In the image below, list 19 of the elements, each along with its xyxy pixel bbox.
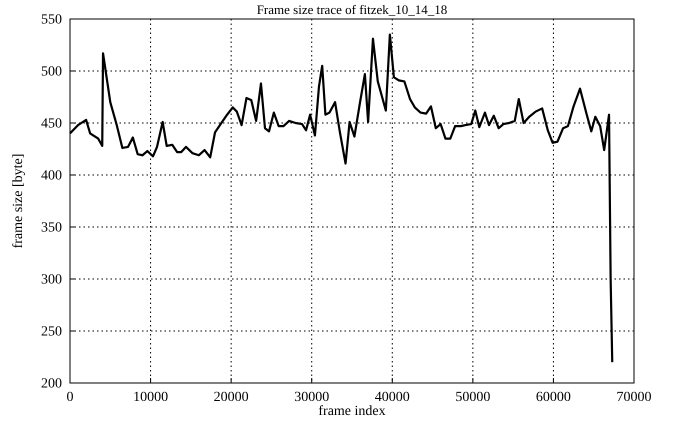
y-tick-label: 250 [41, 324, 62, 340]
x-tick-label: 0 [66, 390, 74, 405]
x-axis-title: frame index [318, 404, 386, 419]
x-tick-label: 70000 [616, 390, 652, 405]
x-tick-label: 30000 [294, 390, 330, 405]
y-tick-label: 450 [41, 116, 62, 132]
x-tick-label: 10000 [133, 390, 168, 405]
x-tick-label: 60000 [536, 390, 571, 405]
y-tick-label: 500 [41, 64, 62, 80]
y-tick-label: 300 [41, 272, 62, 288]
x-tick-label: 20000 [214, 390, 249, 405]
x-tick-label: 50000 [455, 390, 490, 405]
chart-title: Frame size trace of fitzek_10_14_18 [256, 2, 448, 17]
y-tick-label: 200 [41, 376, 62, 392]
y-tick-label: 350 [41, 220, 62, 236]
y-axis-title: frame size [byte] [11, 154, 26, 248]
y-tick-label: 400 [41, 168, 62, 184]
y-tick-label: 550 [41, 12, 62, 28]
x-tick-label: 40000 [374, 390, 410, 405]
